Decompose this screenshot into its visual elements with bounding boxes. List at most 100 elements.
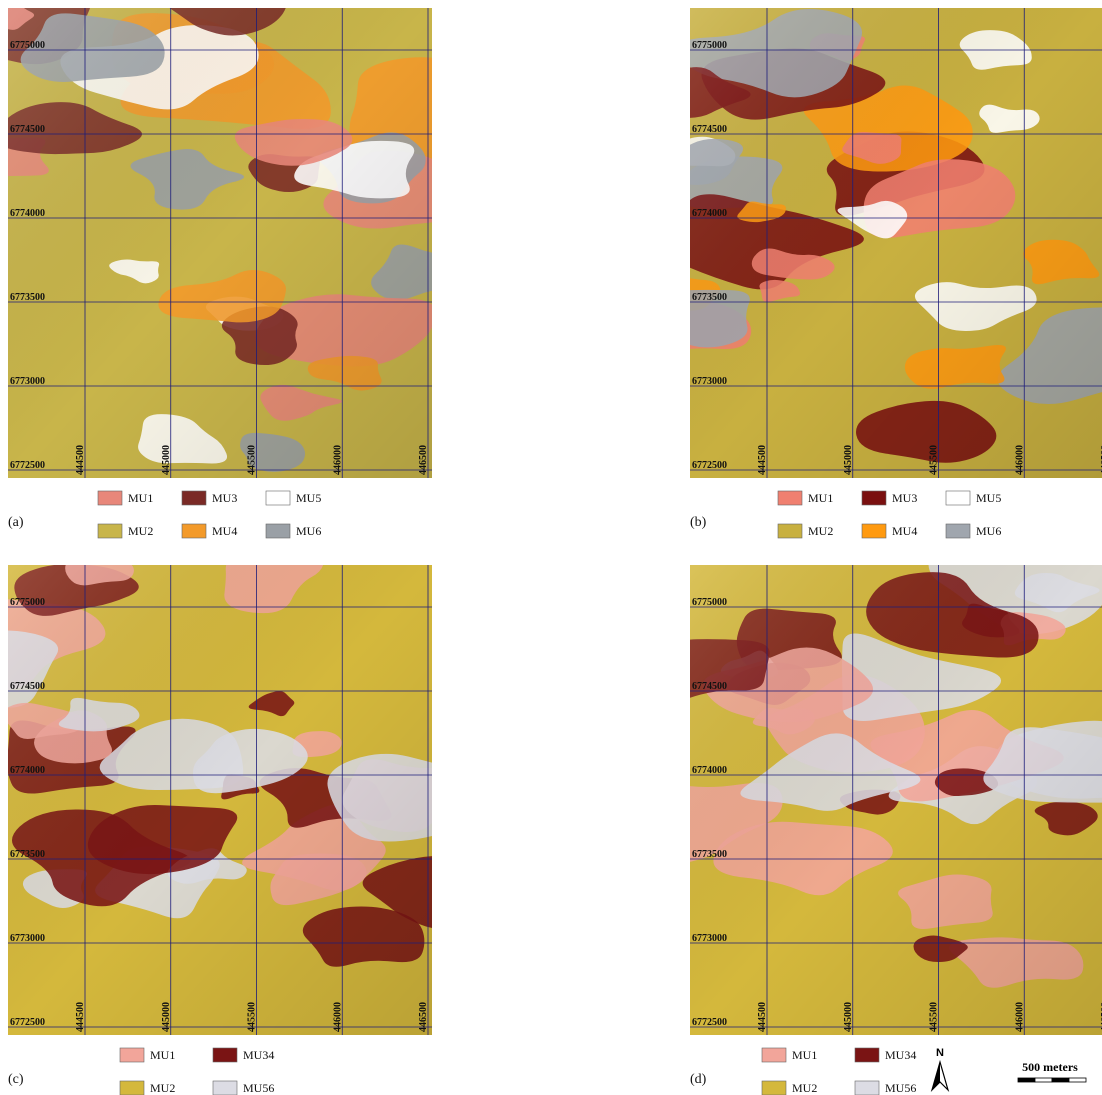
legend-label: MU4 [892, 524, 917, 538]
legend-swatch [181, 523, 207, 539]
x-coordinate-label: 444500 [75, 1002, 86, 1032]
y-coordinate-label: 6773500 [10, 292, 45, 303]
y-coordinate-label: 6775000 [10, 40, 45, 51]
legend-label: MU5 [296, 491, 321, 505]
x-coordinate-label: 445500 [247, 445, 258, 475]
y-coordinate-label: 6774000 [692, 208, 727, 219]
legend-label: MU34 [885, 1048, 916, 1062]
hillshade [8, 565, 432, 1035]
scale-bar-segment [1051, 1077, 1070, 1083]
y-coordinate-label: 6774500 [10, 124, 45, 135]
y-coordinate-label: 6773000 [692, 933, 727, 944]
y-coordinate-label: 6775000 [692, 597, 727, 608]
legend-swatch [119, 1047, 145, 1063]
x-coordinate-label: 445500 [929, 445, 940, 475]
scale-bar-segment [1034, 1077, 1053, 1083]
panel-label: (c) [8, 1072, 24, 1087]
y-coordinate-label: 6775000 [10, 597, 45, 608]
legend-swatch [945, 490, 971, 506]
north-arrow-half [932, 1062, 940, 1090]
legend-swatch [212, 1047, 238, 1063]
legend-label: MU2 [128, 524, 153, 538]
y-coordinate-label: 6774000 [10, 765, 45, 776]
x-coordinate-label: 446500 [418, 1002, 429, 1032]
legend-swatch [861, 490, 887, 506]
x-coordinate-label: 445500 [929, 1002, 940, 1032]
y-coordinate-label: 6772500 [692, 460, 727, 471]
legend-swatch [854, 1047, 880, 1063]
x-coordinate-label: 445000 [843, 1002, 854, 1032]
x-coordinate-label: 446500 [1100, 1002, 1102, 1032]
legend-swatch [97, 523, 123, 539]
scale-bar-segment [1017, 1077, 1036, 1083]
y-coordinate-label: 6774500 [692, 124, 727, 135]
legend-swatch [761, 1080, 787, 1095]
legend-label: MU6 [296, 524, 321, 538]
legend-label: MU1 [808, 491, 833, 505]
map-panel: 6775000 6774500 6774000 6773500 6773000 67725… [690, 565, 1102, 1095]
scale-bar-label: 500 meters [1022, 1060, 1078, 1074]
legend-label: MU2 [150, 1081, 175, 1095]
hillshade [690, 565, 1102, 1035]
legend-label: MU3 [212, 491, 237, 505]
x-coordinate-label: 445000 [161, 445, 172, 475]
legend-swatch [119, 1080, 145, 1095]
x-coordinate-label: 446000 [332, 445, 343, 475]
north-arrow-label: N [936, 1047, 944, 1059]
y-coordinate-label: 6773000 [10, 933, 45, 944]
legend-swatch [265, 490, 291, 506]
legend-swatch [777, 490, 803, 506]
y-coordinate-label: 6773500 [692, 292, 727, 303]
x-coordinate-label: 444500 [757, 445, 768, 475]
legend-label: MU2 [792, 1081, 817, 1095]
x-coordinate-label: 446000 [1014, 1002, 1025, 1032]
legend-swatch [777, 523, 803, 539]
x-coordinate-label: 446000 [332, 1002, 343, 1032]
hillshade [8, 8, 432, 478]
x-coordinate-label: 446500 [418, 445, 429, 475]
y-coordinate-label: 6774500 [10, 681, 45, 692]
legend-label: MU2 [808, 524, 833, 538]
y-coordinate-label: 6773000 [10, 376, 45, 387]
y-coordinate-label: 6775000 [692, 40, 727, 51]
legend-label: MU6 [976, 524, 1001, 538]
y-coordinate-label: 6773500 [10, 849, 45, 860]
map: 6775000 6774500 6774000 6773500 6773000 67725… [690, 565, 1102, 1035]
x-coordinate-label: 445000 [161, 1002, 172, 1032]
x-coordinate-label: 444500 [75, 445, 86, 475]
legend-swatch [761, 1047, 787, 1063]
legend-label: MU1 [792, 1048, 817, 1062]
legend-swatch [181, 490, 207, 506]
x-coordinate-label: 445500 [247, 1002, 258, 1032]
y-coordinate-label: 6773000 [692, 376, 727, 387]
y-coordinate-label: 6772500 [10, 460, 45, 471]
panel-label: (a) [8, 515, 24, 530]
legend-label: MU4 [212, 524, 237, 538]
legend-label: MU1 [128, 491, 153, 505]
map-panel: 6775000 6774500 6774000 6773500 6773000 67725… [8, 565, 432, 1095]
legend-swatch [945, 523, 971, 539]
y-coordinate-label: 6774500 [692, 681, 727, 692]
legend-label: MU3 [892, 491, 917, 505]
map-panel: 6775000 6774500 6774000 6773500 6773000 67725… [8, 8, 432, 539]
scale-bar-segment [1068, 1077, 1087, 1083]
map-furniture: N 500 meters [930, 1047, 1087, 1093]
legend-label: MU56 [243, 1081, 274, 1095]
x-coordinate-label: 446500 [1100, 445, 1102, 475]
legend-label: MU1 [150, 1048, 175, 1062]
panel-label: (b) [690, 515, 707, 530]
y-coordinate-label: 6774000 [10, 208, 45, 219]
legend-swatch [212, 1080, 238, 1095]
map-panel: 6775000 6774500 6774000 6773500 6773000 67725… [690, 8, 1102, 539]
map: 6775000 6774500 6774000 6773500 6773000 67725… [8, 8, 432, 478]
x-coordinate-label: 444500 [757, 1002, 768, 1032]
hillshade [690, 8, 1102, 478]
map: 6775000 6774500 6774000 6773500 6773000 67725… [690, 8, 1102, 478]
legend-label: MU34 [243, 1048, 274, 1062]
y-coordinate-label: 6773500 [692, 849, 727, 860]
x-coordinate-label: 446000 [1014, 445, 1025, 475]
y-coordinate-label: 6772500 [692, 1017, 727, 1028]
y-coordinate-label: 6772500 [10, 1017, 45, 1028]
map: 6775000 6774500 6774000 6773500 6773000 67725… [8, 565, 432, 1035]
